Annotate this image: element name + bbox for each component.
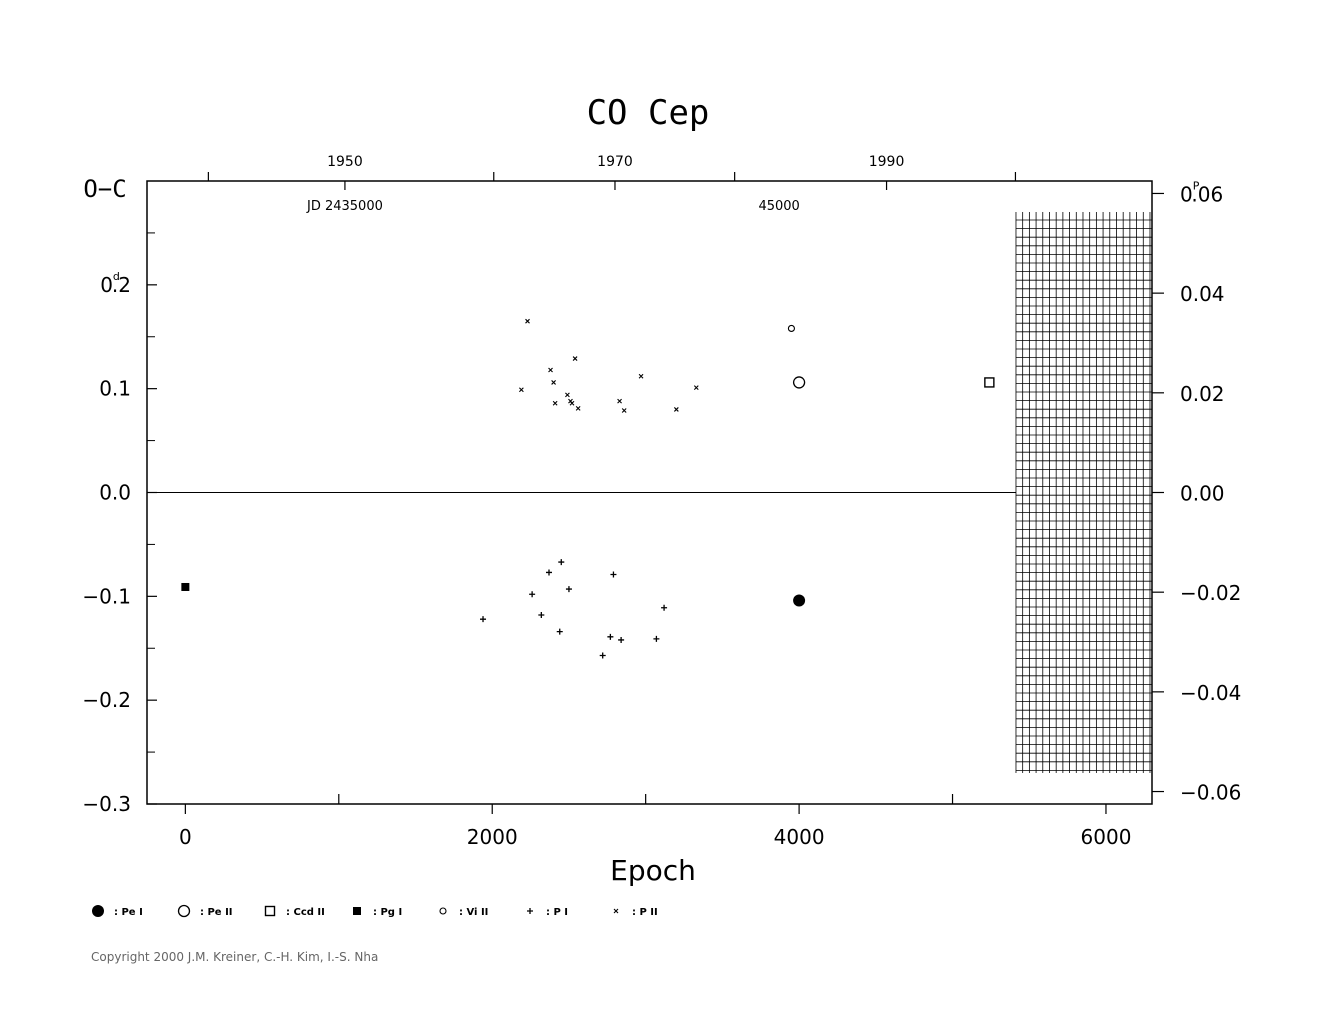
x-tick-label: 0	[179, 825, 192, 849]
phase-tick-label: −0.04	[1180, 681, 1241, 705]
phase-tick-label: 0.04	[1180, 282, 1225, 306]
data-point-pg-i	[181, 582, 190, 591]
x-tick-label: 2000	[467, 825, 518, 849]
data-point-p-ii	[673, 407, 679, 412]
legend-label: : Vi II	[459, 907, 488, 918]
data-point-p-ii	[617, 398, 622, 404]
year-tick-label: 1990	[869, 154, 905, 170]
y-tick-label: 0.0	[99, 481, 131, 505]
future-epoch-hatch	[1015, 212, 1152, 773]
data-point-p-ii	[693, 385, 699, 391]
y-axis-label: O−C	[83, 175, 126, 203]
legend-symbol	[353, 907, 361, 915]
data-point-ccd-ii	[984, 377, 995, 388]
x-tick-label: 6000	[1081, 825, 1132, 849]
phase-tick-label: 0.00	[1180, 482, 1225, 506]
data-point-p-ii	[518, 387, 524, 393]
legend-label: : Ccd II	[286, 907, 325, 918]
data-point-p-i	[565, 586, 572, 593]
data-point-p-i	[558, 559, 565, 566]
data-point-p-i	[538, 612, 545, 619]
data-point-pe-ii	[792, 376, 806, 389]
x-tick-label: 4000	[774, 825, 825, 849]
data-point-p-ii	[638, 373, 644, 379]
data-point-p-i	[610, 571, 617, 578]
legend-symbol	[439, 907, 447, 915]
y-tick-label: −0.2	[82, 688, 131, 712]
plot-frame	[146, 180, 1153, 805]
jd-label: 45000	[758, 199, 799, 214]
data-point-p-i	[529, 591, 536, 598]
year-tick-label: 1970	[597, 154, 633, 170]
data-point-p-ii	[551, 380, 556, 385]
x-axis-label: Epoch	[610, 854, 696, 887]
jd-label: JD 2435000	[306, 199, 383, 214]
legend-symbol	[264, 905, 276, 917]
legend-symbol	[92, 905, 104, 917]
y-tick-label: 0d.2	[100, 270, 131, 297]
data-point-pe-i	[793, 594, 806, 607]
phase-tick-label: −0.02	[1180, 581, 1241, 605]
data-point-p-i	[607, 633, 614, 640]
chart-title: CO Cep	[587, 93, 710, 133]
tick-labels: 0d.2 0.1 0.0 −0.1 −0.2 −0.3 0P.06 0.04 0.02 0.00 −…	[82, 154, 1241, 849]
data-point-p-ii	[552, 400, 558, 406]
phase-tick-label: 0P.06	[1180, 179, 1223, 206]
data-points	[181, 318, 995, 659]
legend-label: : Pg I	[373, 907, 402, 918]
phase-tick-label: −0.06	[1180, 781, 1241, 805]
data-point-p-i	[480, 616, 487, 623]
data-point-p-i	[653, 635, 660, 642]
y-tick-label: −0.1	[82, 584, 131, 608]
legend: : Pe I : Pe II : Ccd II : Pg I : Vi II : P I:…	[92, 904, 658, 918]
legend-symbol	[527, 908, 533, 914]
y-tick-label: 0.1	[99, 377, 131, 401]
axis-ticks	[147, 172, 1164, 814]
data-point-vi-ii	[787, 324, 795, 332]
legend-label: : Pe II	[200, 907, 233, 918]
legend-label: : Pe I	[114, 907, 143, 918]
legend-symbol	[177, 904, 191, 918]
legend-symbol	[613, 908, 619, 914]
data-point-p-ii	[621, 408, 627, 413]
data-point-p-i	[599, 652, 606, 659]
y-tick-label: −0.3	[82, 792, 131, 816]
copyright-text: Copyright 2000 J.M. Kreiner, C.-H. Kim, …	[91, 950, 378, 964]
data-point-p-i	[546, 569, 552, 576]
data-point-p-i	[556, 628, 563, 635]
legend-label: : P I	[546, 907, 568, 918]
data-point-p-ii	[548, 367, 553, 373]
data-point-p-ii	[565, 392, 570, 398]
data-point-p-ii	[575, 406, 581, 411]
legend-label: : P II	[632, 907, 658, 918]
data-point-p-ii	[525, 318, 530, 324]
year-tick-label: 1950	[327, 154, 363, 170]
data-point-p-ii	[572, 356, 578, 361]
data-point-p-i	[618, 636, 625, 643]
data-point-p-i	[661, 604, 668, 611]
data-point-p-ii	[569, 400, 575, 406]
phase-tick-label: 0.02	[1180, 382, 1225, 406]
